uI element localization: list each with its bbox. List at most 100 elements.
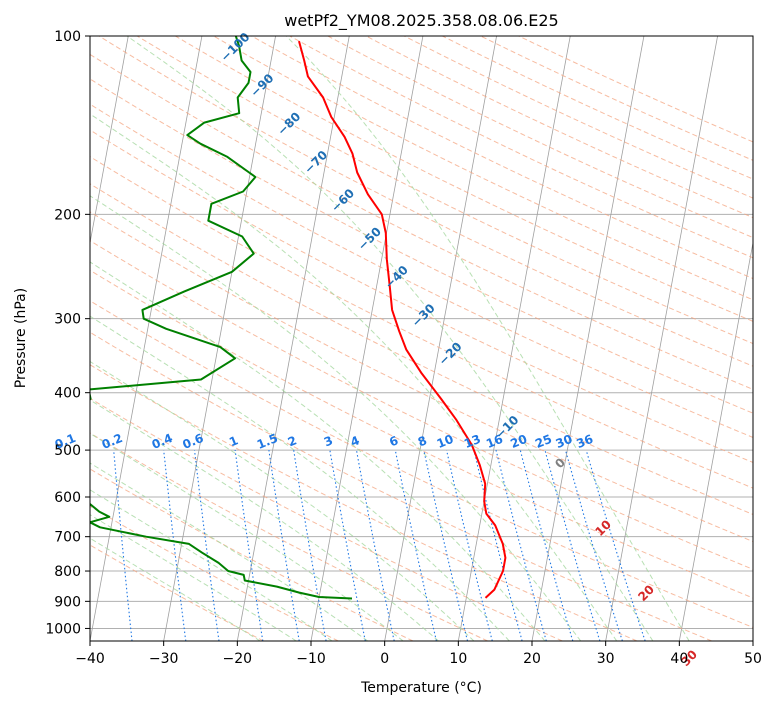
profile-lines [90, 36, 507, 600]
mixing-ratio-label: 6 [387, 433, 400, 449]
moist-adiabat-line [90, 399, 439, 641]
dry-adiabat-line [175, 36, 753, 322]
moist-adiabat-line [285, 36, 690, 641]
mixing-ratio-line [234, 450, 264, 641]
isotherm-line [236, 36, 350, 641]
dry-adiabat-line [90, 129, 753, 464]
plot-frame [89, 35, 754, 642]
x-tick-label: −10 [296, 651, 326, 667]
x-tick-label: 0 [380, 651, 389, 667]
isotherm-line [90, 36, 203, 641]
x-tick-label: −20 [223, 651, 253, 667]
isotherm-line [678, 240, 753, 641]
dry-adiabat-label: −90 [248, 71, 277, 100]
isotherm-line [163, 36, 276, 641]
moist-adiabat-line [90, 113, 618, 641]
dry-adiabat-label: −80 [275, 109, 304, 138]
moist-adiabat-label: 10 [592, 517, 614, 539]
mixing-ratio-label: 13 [462, 432, 483, 451]
chart-title: wetPf2_YM08.2025.358.08.06.E25 [284, 11, 558, 31]
background-lines [90, 36, 753, 641]
mixing-ratio-label: 8 [416, 433, 429, 449]
moist-adiabat-line [90, 195, 582, 641]
dry-adiabat-line [90, 53, 753, 390]
moist-adiabat-line [90, 315, 510, 641]
mixing-ratio-line [446, 449, 493, 641]
mixing-ratio-label: 16 [484, 432, 505, 451]
dry-adiabat-line [98, 36, 753, 367]
mixing-ratio-label: 25 [533, 432, 554, 451]
y-tick-label: 300 [54, 312, 81, 328]
y-tick-label: 100 [54, 29, 81, 45]
mixing-ratio-line [329, 450, 366, 641]
moist-adiabat-line [90, 462, 368, 641]
mixing-ratio-label: 36 [574, 432, 595, 451]
dry-adiabat-line [442, 36, 753, 180]
mixing-ratio-line [268, 450, 300, 641]
dry-adiabat-label: −100 [218, 30, 253, 65]
mixing-ratio-line [519, 449, 574, 641]
dry-adiabat-line [90, 103, 753, 439]
mixing-ratio-line [423, 449, 469, 641]
mixing-ratio-line [473, 449, 523, 641]
mixing-ratio-label: 30 [554, 432, 575, 451]
dry-adiabat-line [213, 36, 753, 301]
mixing-ratio-line [293, 450, 327, 641]
mixing-ratio-line [585, 449, 646, 641]
isotherm-line [90, 36, 129, 246]
x-tick-label: 50 [744, 651, 762, 667]
mixing-ratio-label: 10 [435, 432, 456, 451]
isotherm-line [605, 36, 718, 641]
dry-adiabat-label: −60 [328, 186, 357, 215]
mixing-ratio-line [113, 450, 133, 641]
dry-adiabat-line [365, 36, 753, 219]
line-labels: 0.1 0.2 0.4 0.6 1 1.5 2 3 4 6 8 10 13 16 20 25 30 36−100−… [53, 30, 700, 669]
dry-adiabat-line [289, 36, 753, 259]
y-tick-label: 1000 [45, 621, 81, 637]
moist-adiabat-line [126, 36, 654, 641]
temperature-line [298, 40, 507, 599]
dry-adiabat-line [480, 36, 753, 161]
dry-adiabat-line [90, 183, 753, 515]
y-tick-label: 500 [54, 443, 81, 459]
dry-adiabat-label: −20 [436, 339, 465, 368]
mixing-ratio-line [193, 450, 220, 641]
y-axis-label: Pressure (hPa) [13, 288, 29, 388]
mixing-ratio-label: 1.5 [255, 431, 280, 452]
isotherm-line [384, 36, 497, 641]
dry-adiabat-line [90, 211, 753, 543]
mixing-ratio-line [355, 450, 395, 641]
dry-adiabat-line [90, 364, 638, 641]
dry-adiabat-line [90, 544, 264, 641]
mixing-ratio-line [544, 449, 601, 641]
moist-adiabat-line [90, 514, 297, 641]
dry-adiabat-line [90, 78, 753, 414]
mixing-ratio-label: 2 [286, 433, 299, 449]
dry-adiabat-line [518, 36, 753, 143]
isotherm-line [531, 36, 645, 641]
dry-adiabat-line [90, 156, 753, 489]
mixing-ratio-label: 0.4 [150, 431, 175, 452]
mixing-ratio-label: 0.2 [100, 431, 125, 452]
x-axis-label: Temperature (°C) [360, 680, 482, 696]
moist-adiabat-line [90, 537, 261, 641]
mixing-ratio-line [495, 449, 547, 641]
dry-adiabat-line [90, 269, 753, 599]
axes: −40 −30 −20 −10 0 10 20 30 40 5010009008007006005… [45, 29, 762, 667]
x-tick-label: 40 [670, 651, 688, 667]
y-tick-label: 600 [54, 490, 81, 506]
dry-adiabat-line [90, 397, 563, 641]
dry-adiabat-line [90, 300, 753, 629]
isotherm-line [752, 638, 753, 641]
dewpoint-line [90, 36, 353, 600]
mixing-ratio-label: 20 [508, 432, 529, 451]
y-tick-label: 900 [54, 594, 81, 610]
x-tick-label: −30 [149, 651, 179, 667]
dry-adiabat-line [327, 36, 753, 239]
y-tick-label: 200 [54, 207, 81, 223]
mixing-ratio-line [163, 450, 187, 641]
mixing-ratio-label: 1 [227, 433, 240, 449]
dry-adiabat-line [403, 36, 753, 199]
mixing-ratio-line [394, 449, 437, 641]
